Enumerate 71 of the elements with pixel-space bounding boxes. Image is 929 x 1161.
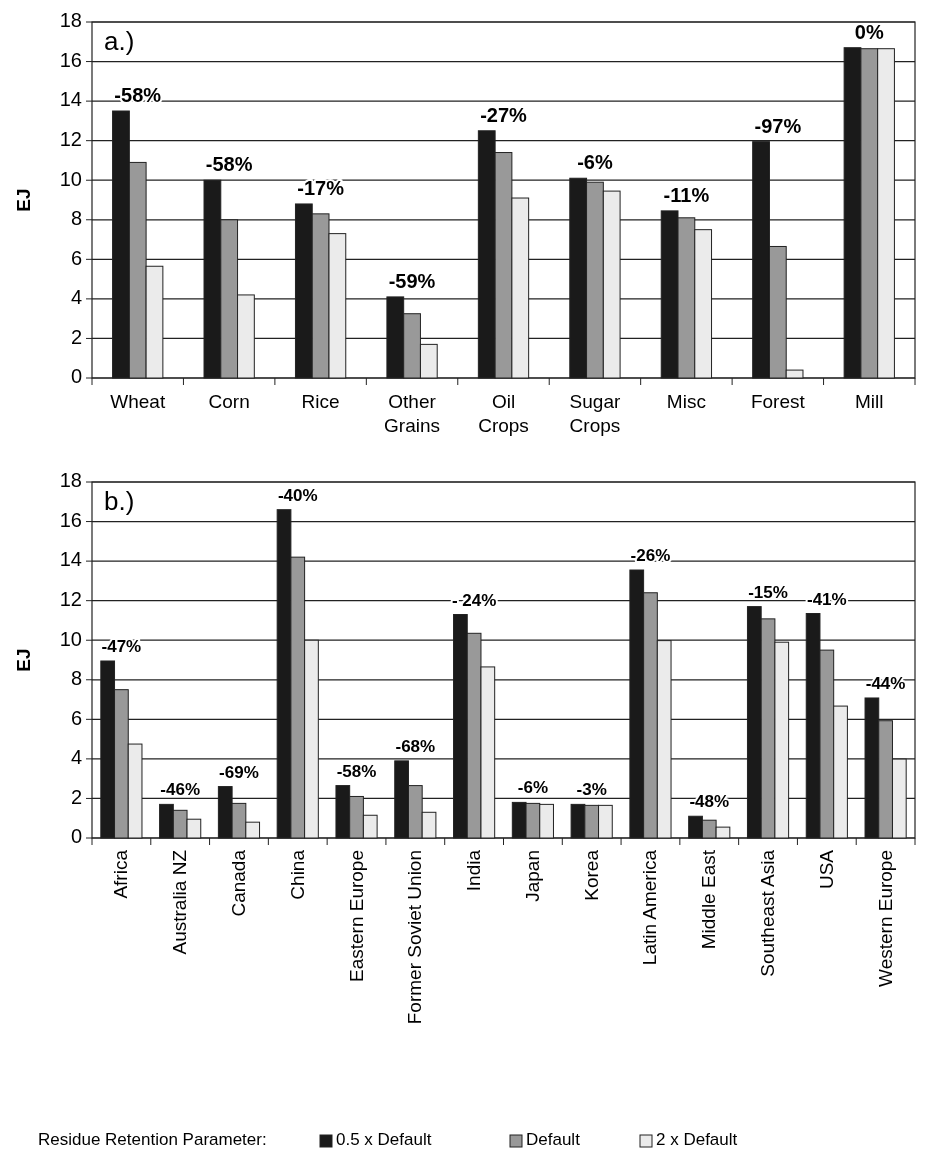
x-tick-label: Middle East: [698, 849, 720, 950]
annotation: 0%: [854, 20, 884, 43]
y-tick-label: 14: [59, 88, 82, 111]
legend-label: 0.5 x Default: [336, 1130, 432, 1150]
x-tick-label: Latin America: [639, 849, 661, 966]
annotation: -3%: [576, 780, 607, 800]
y-tick-label: 4: [70, 746, 82, 769]
y-axis-title: EJ: [13, 648, 34, 672]
annotation: -58%: [205, 153, 253, 176]
x-tick-label: Misc: [666, 391, 706, 412]
annotation: -44%: [865, 673, 906, 693]
x-tick-label: Canada: [227, 849, 249, 917]
y-tick-label: 12: [59, 587, 82, 610]
y-tick-label: 2: [70, 785, 82, 808]
y-tick-label: 18: [59, 469, 82, 492]
annotation: -15%: [748, 582, 788, 602]
x-tick-label: Eastern Europe: [345, 850, 367, 983]
y-tick-label: 16: [59, 48, 82, 71]
annotation: -47%: [101, 636, 142, 656]
x-tick-label: India: [463, 849, 485, 892]
x-tick-label: USA: [815, 849, 837, 890]
x-tick-label: Western Europe: [874, 850, 896, 987]
x-tick-label: Forest: [750, 391, 806, 412]
y-tick-label: 10: [59, 627, 82, 650]
y-tick-label: 6: [70, 706, 82, 729]
x-tick-label: Southeast Asia: [757, 849, 779, 977]
annotation: -27%: [480, 103, 528, 126]
y-tick-label: 6: [70, 246, 82, 269]
x-tick-label: Korea: [580, 849, 602, 901]
y-tick-label: 14: [59, 548, 82, 571]
annotation: -11%: [663, 183, 710, 206]
annotation: -26%: [630, 546, 671, 566]
annotation: -40%: [277, 485, 318, 505]
legend-label: 2 x Default: [656, 1130, 738, 1150]
y-tick-label: 4: [70, 286, 82, 309]
annotation: -68%: [395, 736, 436, 756]
y-tick-label: 0: [70, 365, 82, 388]
y-tick-label: 10: [59, 167, 82, 190]
annotation: -6%: [577, 151, 613, 174]
legend-label: Default: [526, 1130, 581, 1150]
x-tick-label: Oil Crops: [478, 391, 529, 436]
x-tick-label: Corn: [208, 391, 250, 412]
x-tick-label: Wheat: [110, 391, 166, 412]
y-tick-label: 16: [59, 508, 82, 531]
x-tick-label: Japan: [521, 850, 543, 902]
x-tick-label: Africa: [110, 849, 132, 899]
y-tick-label: 8: [70, 207, 82, 230]
y-tick-label: 2: [70, 325, 82, 348]
annotation: -6%: [517, 778, 549, 798]
x-tick-label: Australia NZ: [169, 849, 191, 955]
x-tick-label: Other Grains: [384, 391, 441, 436]
annotation: a.): [104, 26, 135, 56]
annotation: b.): [104, 486, 135, 516]
annotation: -46%: [160, 780, 201, 800]
annotation: -59%: [388, 269, 436, 292]
annotation: -58%: [336, 761, 377, 781]
x-tick-label: Rice: [301, 391, 340, 412]
x-tick-label: Mill: [855, 391, 884, 412]
annotation: -58%: [114, 84, 162, 106]
y-tick-label: 18: [59, 9, 82, 32]
x-tick-label: Former Soviet Union: [404, 850, 426, 1025]
annotation: -17%: [297, 176, 345, 199]
y-axis-title: EJ: [13, 188, 34, 212]
annotation: -69%: [219, 762, 259, 782]
legend-title: Residue Retention Parameter:: [38, 1130, 267, 1150]
y-tick-label: 8: [70, 667, 82, 690]
annotation: -97%: [754, 114, 802, 137]
x-tick-label: Sugar Crops: [569, 391, 621, 436]
y-tick-label: 12: [59, 127, 82, 150]
x-tick-label: China: [286, 849, 308, 900]
y-tick-label: 0: [70, 825, 82, 848]
